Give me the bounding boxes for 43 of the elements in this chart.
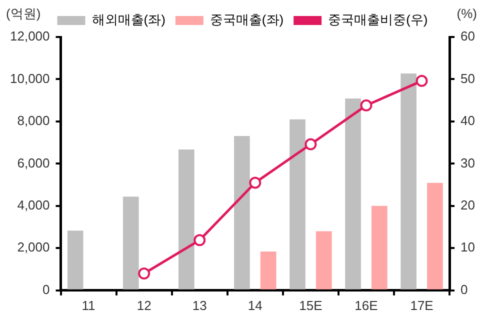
x-tick-label: 11 xyxy=(82,298,96,313)
legend-label: 중국매출비중(우) xyxy=(328,12,428,28)
y-tick-label: 0 xyxy=(42,282,50,297)
y-tick-label: 10,000 xyxy=(10,70,50,86)
bar xyxy=(290,119,306,290)
y-axis-title: (억원) xyxy=(6,6,41,22)
x-tick-label: 15E xyxy=(299,298,323,313)
y2-tick-label: 20 xyxy=(460,198,476,213)
point xyxy=(194,234,206,246)
y2-tick-label: 40 xyxy=(460,113,476,128)
x-tick-label: 12 xyxy=(136,298,152,313)
y-tick-label: 8,000 xyxy=(17,113,50,128)
bar xyxy=(234,136,250,290)
y2-axis-title: (%) xyxy=(456,6,477,22)
x-tick-label: 16E xyxy=(354,298,378,313)
y-tick-label: 2,000 xyxy=(17,240,50,255)
bar xyxy=(260,252,276,290)
y2-tick-label: 60 xyxy=(460,28,476,44)
point xyxy=(360,99,372,112)
bar xyxy=(372,206,388,290)
y-tick-label: 12,000 xyxy=(10,28,50,44)
point xyxy=(249,176,262,189)
x-tick-label: 14 xyxy=(248,298,262,313)
point xyxy=(304,138,317,150)
y2-tick-label: 0 xyxy=(460,282,468,297)
y2-tick-label: 10 xyxy=(460,240,476,255)
point xyxy=(416,74,428,87)
bar xyxy=(122,196,139,290)
x-tick-label: 13 xyxy=(192,298,207,313)
bar xyxy=(427,182,443,290)
point xyxy=(138,268,150,280)
y2-tick-label: 50 xyxy=(460,70,476,86)
legend-label: 중국매출(좌) xyxy=(210,12,284,28)
legend-label: 해외매출(좌) xyxy=(92,12,166,28)
x-tick-label: 17E xyxy=(410,298,434,313)
bar xyxy=(345,98,361,290)
y2-tick-label: 30 xyxy=(460,155,476,170)
bar xyxy=(316,231,332,290)
bar xyxy=(400,74,416,290)
y-tick-label: 4,000 xyxy=(17,198,50,213)
y-tick-label: 6,000 xyxy=(17,155,50,170)
bar xyxy=(178,150,194,290)
bar xyxy=(67,230,84,290)
